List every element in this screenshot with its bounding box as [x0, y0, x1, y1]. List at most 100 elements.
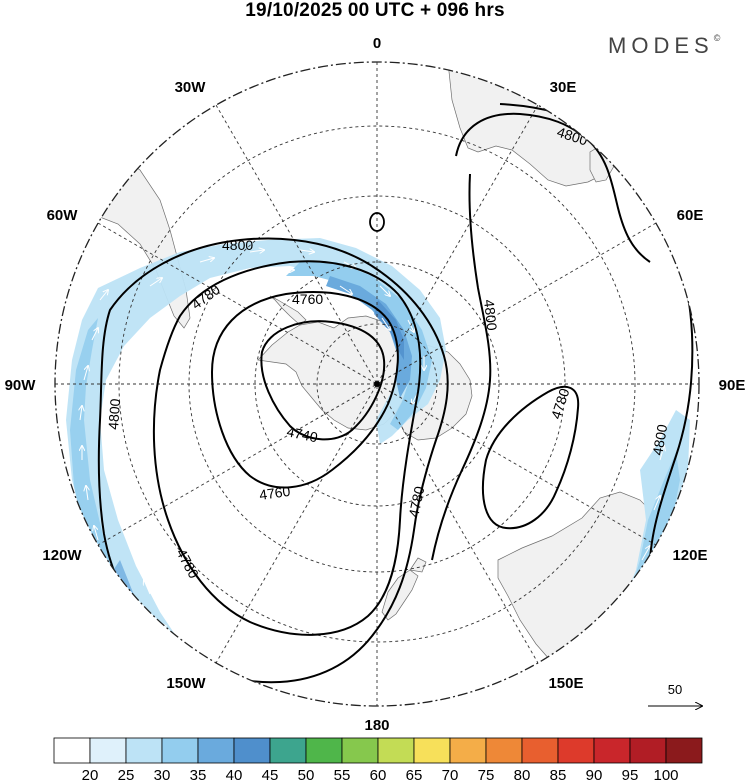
wind-core-amundsen — [286, 262, 432, 430]
colorbar-tick-label: 70 — [442, 767, 459, 782]
lon-label-120e: 120E — [672, 547, 707, 564]
wind-vector — [149, 278, 162, 287]
contour-label: 4760 — [258, 483, 291, 503]
map-boundary — [54, 61, 700, 707]
colorbar-swatch — [485, 737, 523, 764]
colorbar-swatch — [665, 737, 703, 764]
colorbar-tick-label: 80 — [514, 767, 531, 782]
colorbar-tick-label: 35 — [190, 767, 207, 782]
reference-vector-label: 50 — [668, 682, 682, 697]
colorbar-swatch — [305, 737, 343, 764]
wind-band-east — [590, 410, 690, 680]
wind-vector — [91, 328, 98, 341]
lon-label-120w: 120W — [42, 547, 82, 564]
wind-vector — [339, 285, 352, 294]
figure-title: 19/10/2025 00 UTC + 096 hrs — [245, 0, 505, 21]
lon-label-0: 0 — [373, 35, 381, 52]
lon-label-30w: 30W — [175, 79, 207, 96]
wind-vector — [86, 486, 88, 501]
wind-vector — [249, 250, 264, 252]
wind-vector — [83, 366, 88, 381]
wind-vector — [659, 446, 664, 461]
colorbar-swatch — [197, 737, 235, 764]
colorbar-tick-label: 60 — [370, 767, 387, 782]
reference-vector: 50 — [648, 682, 702, 706]
colorbar-swatch — [413, 737, 451, 764]
contour-label: 4800 — [105, 398, 123, 430]
contour-label: 4800 — [222, 237, 253, 253]
colorbar-swatch — [89, 737, 127, 764]
colorbar-swatch — [449, 737, 487, 764]
lat-circle-80 — [316, 323, 438, 445]
contour-label: 4800 — [649, 423, 670, 457]
colorbar-tick-label: 100 — [653, 767, 678, 782]
wind-vector — [199, 258, 214, 263]
wind-vector — [132, 534, 137, 549]
contour-label: 4800 — [481, 299, 500, 332]
wind-vector — [601, 636, 614, 647]
colorbar-tick-label: 45 — [262, 767, 279, 782]
contour-4800-outer — [97, 237, 449, 684]
colorbar: 20 25 30 35 40 45 50 55 60 65 70 75 80 85 90 95 100 — [53, 737, 703, 782]
colorbar-tick-label: 25 — [118, 767, 135, 782]
colorbar-tick-label: 65 — [406, 767, 423, 782]
colorbar-tick-label: 95 — [622, 767, 639, 782]
wind-band-west — [66, 238, 446, 700]
copyright-mark: © — [713, 33, 721, 43]
contour-label: 4780 — [405, 485, 427, 519]
lon-label-60w: 60W — [47, 207, 79, 224]
colorbar-swatch — [593, 737, 631, 764]
longitude-labels: 0 30E 60E 90E 120E 150E 180 150W 120W 90… — [5, 35, 746, 734]
contour-4760 — [210, 291, 399, 489]
lon-label-150e: 150E — [548, 675, 583, 692]
colorbar-swatch — [125, 737, 163, 764]
contour-4780-inner — [152, 260, 422, 636]
lon-label-90w: 90W — [5, 377, 37, 394]
contour-4800-east — [431, 173, 492, 561]
lon-label-30e: 30E — [550, 79, 577, 96]
contour-label-4800-top: 4800 — [222, 237, 253, 253]
colorbar-tick-label: 40 — [226, 767, 243, 782]
wind-vector — [142, 640, 151, 653]
lon-label-60e: 60E — [677, 207, 704, 224]
colorbar-tick-label: 20 — [82, 767, 99, 782]
wind-vector — [120, 386, 122, 401]
wind-vector — [623, 596, 634, 609]
meridians — [55, 62, 699, 706]
brand-logo: MODES© — [608, 33, 720, 59]
colorbar-swatch — [521, 737, 559, 764]
wind-vector — [144, 580, 151, 595]
colorbar-swatch — [233, 737, 271, 764]
colorbar-tick-label: 75 — [478, 767, 495, 782]
wind-vector — [80, 406, 82, 421]
colorbar-tick-label: 55 — [334, 767, 351, 782]
colorbar-tick-label: 85 — [550, 767, 567, 782]
wind-vector — [94, 526, 99, 541]
colorbar-tick-label: 90 — [586, 767, 603, 782]
wind-vector — [653, 496, 660, 511]
lon-label-90e: 90E — [719, 377, 746, 394]
lon-label-150w: 150W — [166, 675, 206, 692]
colorbar-tick-label: 50 — [298, 767, 315, 782]
south-pole-marker — [374, 381, 380, 387]
contour-label: 4760 — [292, 291, 323, 307]
colorbar-swatch — [161, 737, 199, 764]
colorbar-swatch — [269, 737, 307, 764]
wind-vector — [99, 290, 108, 301]
contour-label: 4740 — [285, 423, 319, 445]
lon-label-180: 180 — [364, 717, 389, 734]
new-zealand-north — [409, 557, 427, 573]
wind-vector — [641, 546, 650, 561]
colorbar-swatch — [377, 737, 415, 764]
colorbar-swatch — [53, 737, 91, 764]
wind-vector — [379, 285, 390, 296]
colorbar-swatch — [341, 737, 379, 764]
antarctic-peninsula — [269, 295, 307, 326]
wind-vector — [299, 250, 314, 252]
meridian-150 — [215, 104, 539, 664]
small-closed-contour — [369, 212, 385, 232]
lat-circle-50 — [118, 125, 636, 643]
wind-vector — [122, 486, 124, 501]
colorbar-swatch — [557, 737, 595, 764]
meridian-60 — [97, 222, 657, 546]
